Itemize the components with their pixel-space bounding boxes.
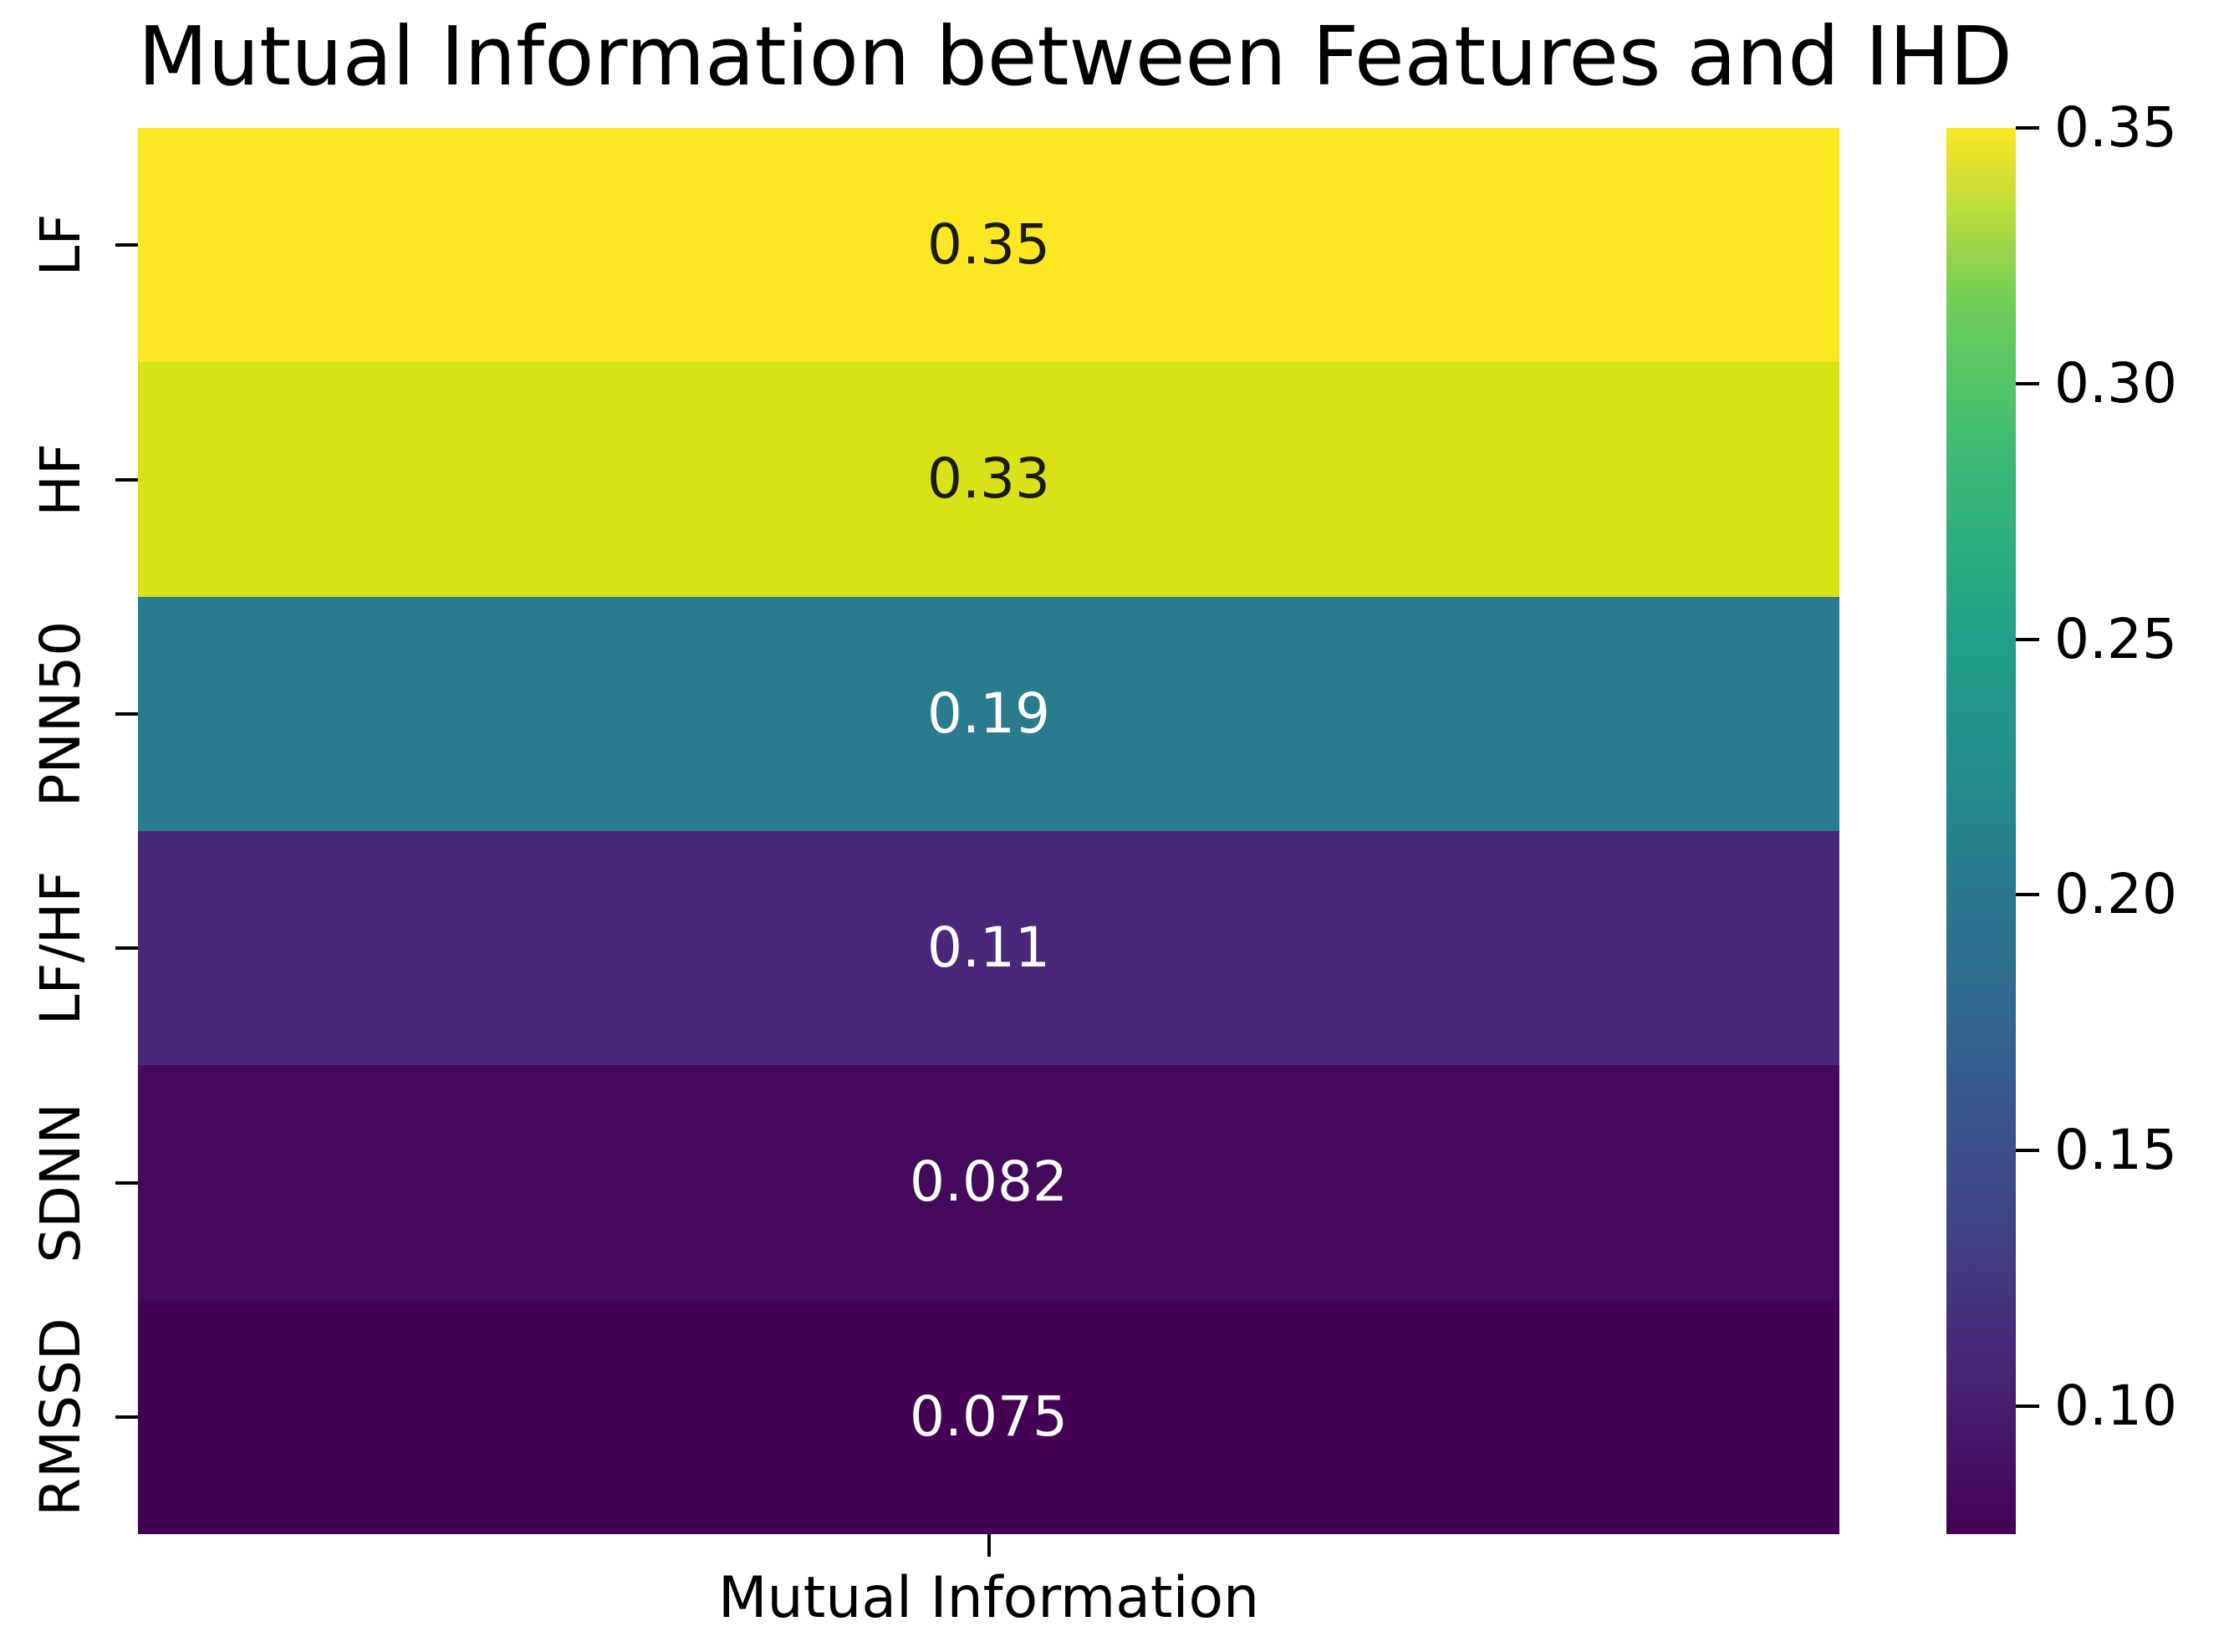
colorbar xyxy=(1946,128,2016,1534)
colorbar-tick-label: 0.25 xyxy=(2054,606,2177,671)
y-tick-mark xyxy=(115,243,138,247)
cell-value-label: 0.11 xyxy=(927,915,1050,981)
y-tick-mark xyxy=(115,711,138,716)
cell-value-label: 0.33 xyxy=(927,446,1050,512)
colorbar-tick-label: 0.20 xyxy=(2054,862,2177,927)
colorbar-tick-mark xyxy=(2016,637,2039,641)
colorbar-tick-label: 0.35 xyxy=(2054,95,2177,160)
colorbar-tick-mark xyxy=(2016,126,2039,130)
heatmap-cell-sdnn: 0.082 xyxy=(138,1065,1839,1300)
y-axis: LF HF PNN50 LF/HF SDNN RMSSD xyxy=(0,128,138,1534)
colorbar-tick-label: 0.30 xyxy=(2054,350,2177,416)
y-tick-label-sdnn: SDNN xyxy=(28,1102,93,1263)
chart-title: Mutual Information between Features and … xyxy=(138,9,2012,104)
y-tick-label-hf: HF xyxy=(28,442,93,517)
y-tick-mark xyxy=(115,1415,138,1419)
y-tick-label-rmssd: RMSSD xyxy=(28,1318,93,1517)
heatmap-cell-lf-hf: 0.11 xyxy=(138,830,1839,1066)
x-axis-label: Mutual Information xyxy=(717,1565,1260,1631)
cell-value-label: 0.35 xyxy=(927,212,1050,278)
cell-value-label: 0.082 xyxy=(910,1150,1068,1215)
colorbar-tick-mark xyxy=(2016,893,2039,897)
colorbar-tick-label: 0.10 xyxy=(2054,1374,2177,1439)
y-tick-label-lf: LF xyxy=(28,213,93,277)
cell-value-label: 0.075 xyxy=(910,1384,1068,1449)
heatmap-cell-hf: 0.33 xyxy=(138,362,1839,597)
colorbar-tick-mark xyxy=(2016,1149,2039,1153)
heatmap-cell-lf: 0.35 xyxy=(138,128,1839,363)
y-tick-mark xyxy=(115,946,138,951)
y-tick-label-pnn50: PNN50 xyxy=(28,620,93,808)
y-tick-label-lf-hf: LF/HF xyxy=(28,870,93,1026)
heatmap-plot: 0.35 0.33 0.19 0.11 0.082 0.075 xyxy=(138,128,1839,1534)
colorbar-tick-mark xyxy=(2016,381,2039,385)
y-tick-mark xyxy=(115,477,138,482)
x-tick-mark xyxy=(987,1534,991,1557)
x-axis xyxy=(138,1534,1839,1559)
heatmap-cell-rmssd: 0.075 xyxy=(138,1299,1839,1534)
colorbar-axis: 0.35 0.30 0.25 0.20 0.15 0.10 xyxy=(2016,100,2229,1534)
heatmap-cell-pnn50: 0.19 xyxy=(138,596,1839,831)
colorbar-tick-mark xyxy=(2016,1405,2039,1409)
colorbar-tick-label: 0.15 xyxy=(2054,1118,2177,1183)
cell-value-label: 0.19 xyxy=(927,681,1050,746)
y-tick-mark xyxy=(115,1180,138,1185)
